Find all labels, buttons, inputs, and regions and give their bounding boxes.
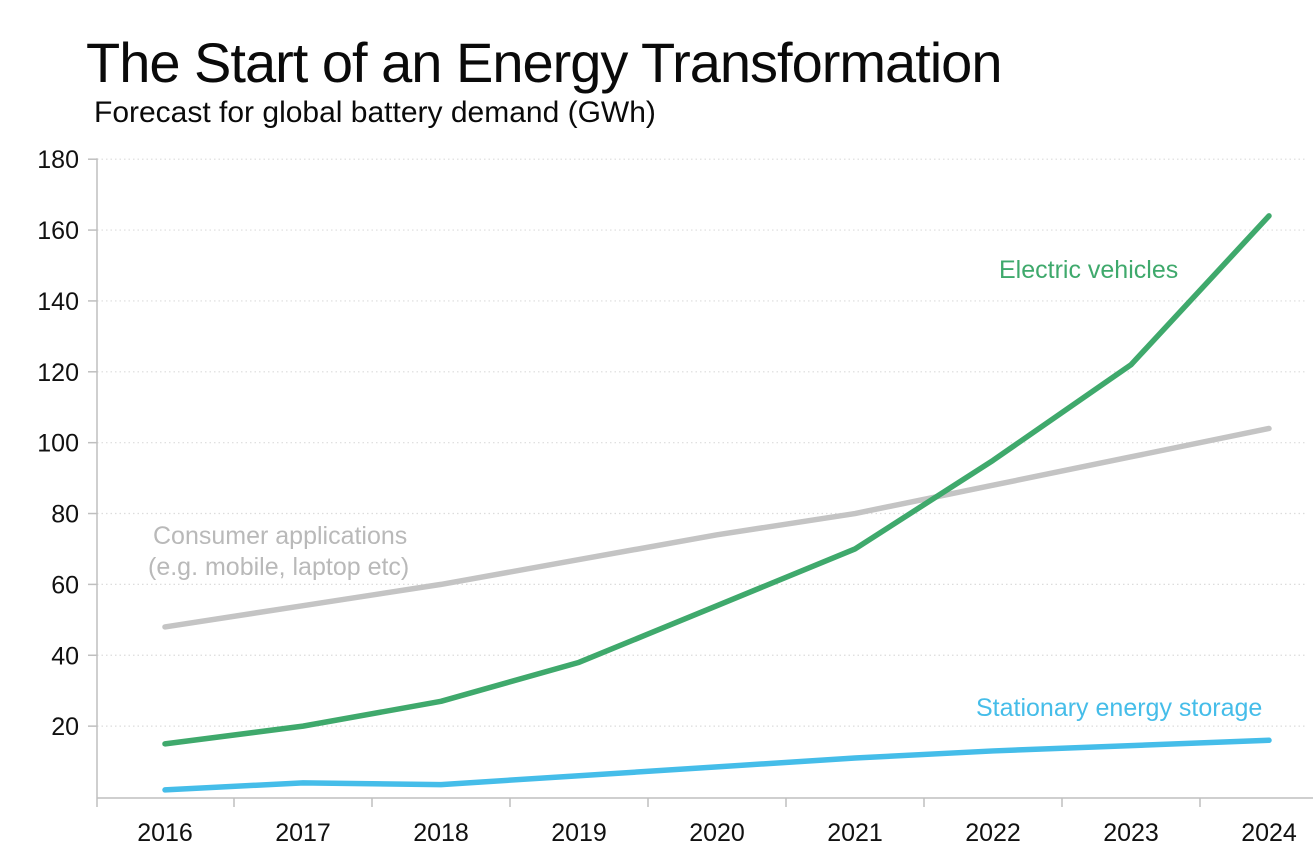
y-tick-label: 80 <box>51 501 79 529</box>
x-tick-label: 2018 <box>413 819 469 847</box>
x-tick-label: 2019 <box>551 819 607 847</box>
x-tick-label: 2022 <box>965 819 1021 847</box>
y-tick-label: 160 <box>37 217 79 245</box>
series-label-stationary-energy-storage: Stationary energy storage <box>976 693 1262 724</box>
series-label-consumer-applications: Consumer applications (e.g. mobile, lapt… <box>148 521 409 583</box>
x-tick-label: 2023 <box>1103 819 1159 847</box>
series-line-stationary-energy-storage <box>162 737 1272 793</box>
y-tick-label: 140 <box>37 288 79 316</box>
series-label-electric-vehicles: Electric vehicles <box>999 255 1178 286</box>
series-line-electric-vehicles <box>162 213 1272 747</box>
series-label-text: Stationary energy storage <box>976 694 1263 722</box>
chart-title: The Start of an Energy Transformation <box>86 31 1002 94</box>
x-tick-label: 2020 <box>689 819 745 847</box>
series-label-text-line1: Consumer applications <box>153 522 408 550</box>
x-tick-label: 2021 <box>827 819 883 847</box>
chart-subtitle: Forecast for global battery demand (GWh) <box>94 96 656 129</box>
y-tick-label: 20 <box>51 713 79 741</box>
y-tick-label: 40 <box>51 642 79 670</box>
y-tick-label: 120 <box>37 359 79 387</box>
y-tick-label: 60 <box>51 571 79 599</box>
series-label-text: Electric vehicles <box>999 256 1179 284</box>
x-tick-label: 2024 <box>1241 819 1297 847</box>
x-tick-label: 2016 <box>137 819 193 847</box>
x-tick-label: 2017 <box>275 819 331 847</box>
y-tick-label: 100 <box>37 430 79 458</box>
series-label-text-line2: (e.g. mobile, laptop etc) <box>148 553 410 581</box>
y-tick-label: 180 <box>37 146 79 174</box>
series-line-consumer-applications-e-g-mobile-laptop-etc <box>162 425 1272 630</box>
